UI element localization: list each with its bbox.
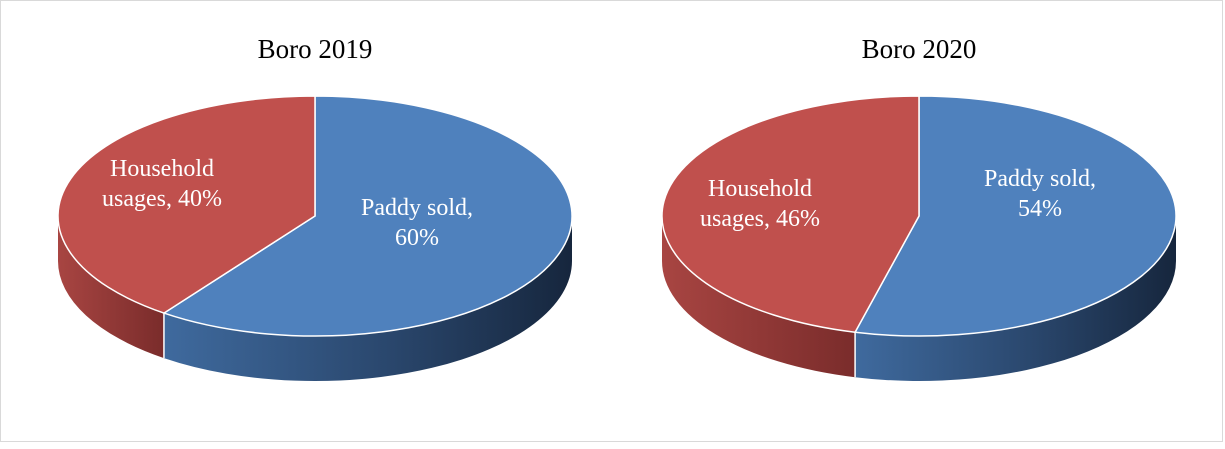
slice-paddy-sold — [853, 95, 1177, 337]
data-label-line: usages, 46% — [700, 206, 820, 232]
slice-side-household-usages — [662, 216, 856, 378]
pie-chart-2: Boro 2020 Paddy sold, 54% Household usages, … — [661, 34, 1177, 381]
slice-side-paddy-sold — [855, 216, 1176, 381]
pie-chart-1: Boro 2019 Paddy sold, 60% Household usages, … — [57, 34, 573, 381]
data-label-line: Household — [708, 176, 812, 202]
slice-side-household-usages — [57, 216, 164, 359]
data-label-paddy-sold: Paddy sold, 60% — [361, 195, 473, 251]
slice-paddy-sold — [162, 95, 573, 337]
data-label-line: Paddy sold, — [984, 166, 1096, 192]
data-label-paddy-sold: Paddy sold, 54% — [984, 166, 1096, 222]
slice-household-usages — [57, 95, 316, 314]
data-label-line: 54% — [1018, 196, 1062, 222]
data-label-household-usages: Household usages, 40% — [102, 156, 222, 212]
data-label-household-usages: Household usages, 46% — [700, 176, 820, 232]
data-label-line: 60% — [395, 225, 439, 251]
data-label-line: usages, 40% — [102, 186, 222, 212]
data-label-line: Household — [110, 156, 214, 182]
chart-title: Boro 2019 — [258, 34, 373, 64]
slice-side-paddy-sold — [163, 216, 572, 381]
data-label-line: Paddy sold, — [361, 195, 473, 221]
chart-title: Boro 2020 — [862, 34, 977, 64]
slice-household-usages — [661, 95, 920, 334]
